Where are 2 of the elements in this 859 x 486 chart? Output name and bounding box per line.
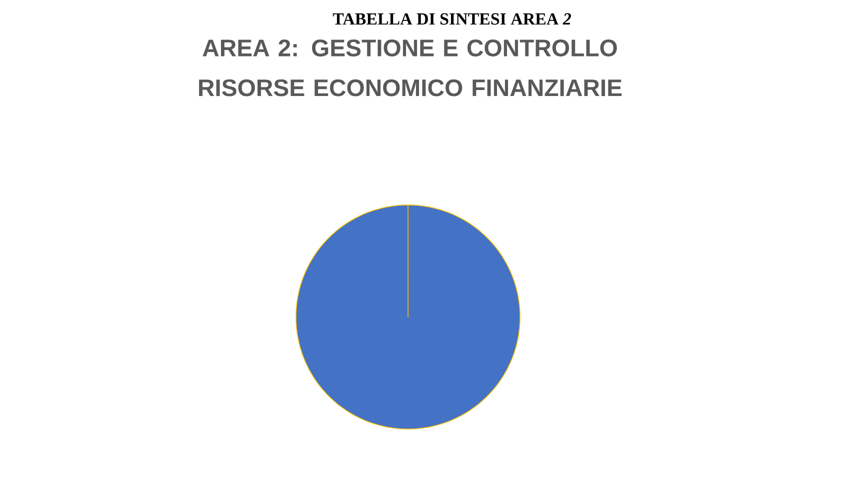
- chart-subtitle: AREA 2: GESTIONE E CONTROLLO RISORSE ECONOMICO FINANZIARIE: [199, 40, 622, 96]
- chart-title: TABELLA DI SINTESI AREA 2: [332, 13, 571, 25]
